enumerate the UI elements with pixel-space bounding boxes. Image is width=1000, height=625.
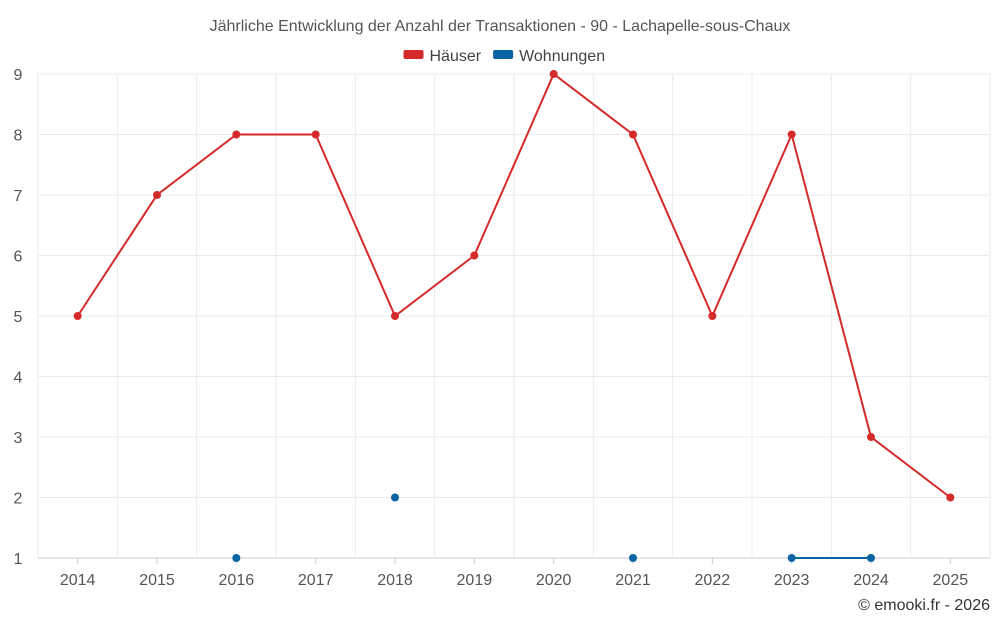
data-point[interactable] bbox=[549, 70, 558, 78]
data-point[interactable] bbox=[787, 130, 796, 139]
data-point[interactable] bbox=[629, 130, 637, 139]
y-tick-label: 8 bbox=[14, 128, 23, 145]
grid-lines bbox=[37, 73, 991, 559]
data-point[interactable] bbox=[787, 554, 796, 562]
y-tick-label: 5 bbox=[14, 309, 23, 326]
x-tick-label: 2024 bbox=[853, 572, 889, 589]
x-tick-label: 2018 bbox=[377, 572, 413, 589]
y-axis-ticks: 1 2 3 4 5 6 7 8 9 bbox=[14, 67, 23, 568]
data-point[interactable] bbox=[391, 493, 399, 502]
series-1 bbox=[232, 493, 875, 562]
series-line bbox=[76, 72, 951, 499]
x-tick-label: 2015 bbox=[139, 572, 175, 589]
x-tick-label: 2014 bbox=[60, 572, 96, 589]
x-tick-label: 2023 bbox=[774, 572, 810, 589]
y-tick-label: 1 bbox=[14, 551, 23, 568]
data-point[interactable] bbox=[73, 312, 82, 320]
legend-item[interactable]: Wohnungen bbox=[493, 48, 605, 65]
x-tick-label: 2021 bbox=[615, 572, 651, 589]
legend-swatch bbox=[493, 50, 514, 59]
x-tick-label: 2017 bbox=[298, 572, 334, 589]
x-tick-label: 2022 bbox=[695, 572, 731, 589]
legend-label: Wohnungen bbox=[519, 48, 605, 65]
data-point[interactable] bbox=[946, 493, 955, 502]
data-point[interactable] bbox=[708, 312, 717, 320]
data-point[interactable] bbox=[629, 554, 637, 562]
data-point[interactable] bbox=[470, 251, 479, 260]
series-0 bbox=[73, 70, 955, 502]
data-point[interactable] bbox=[311, 130, 320, 139]
data-point[interactable] bbox=[153, 191, 161, 199]
y-tick-label: 4 bbox=[14, 370, 23, 387]
data-point[interactable] bbox=[867, 554, 875, 562]
legend-item[interactable]: Häuser bbox=[403, 48, 482, 65]
data-point[interactable] bbox=[232, 554, 241, 562]
y-tick-label: 3 bbox=[14, 430, 23, 447]
chart-title: Jährliche Entwicklung der Anzahl der Tra… bbox=[210, 18, 791, 35]
legend[interactable]: Häuser Wohnungen bbox=[403, 48, 606, 65]
y-tick-label: 6 bbox=[14, 249, 23, 266]
y-tick-label: 9 bbox=[14, 67, 23, 84]
data-point[interactable] bbox=[867, 433, 875, 441]
data-point[interactable] bbox=[391, 312, 399, 320]
x-tick-label: 2019 bbox=[457, 572, 493, 589]
y-tick-label: 2 bbox=[14, 491, 23, 508]
series-group bbox=[73, 70, 955, 562]
x-tick-label: 2020 bbox=[536, 572, 572, 589]
legend-swatch bbox=[403, 50, 424, 59]
legend-label: Häuser bbox=[430, 48, 482, 65]
credit-text: © emooki.fr - 2026 bbox=[858, 597, 990, 614]
x-axis-ticks: 2014 2015 2016 2017 2018 2019 2020 2021 2022 2023… bbox=[60, 558, 968, 589]
x-tick-label: 2016 bbox=[219, 572, 255, 589]
data-point[interactable] bbox=[232, 130, 241, 139]
y-tick-label: 7 bbox=[14, 188, 23, 205]
x-tick-label: 2025 bbox=[933, 572, 969, 589]
